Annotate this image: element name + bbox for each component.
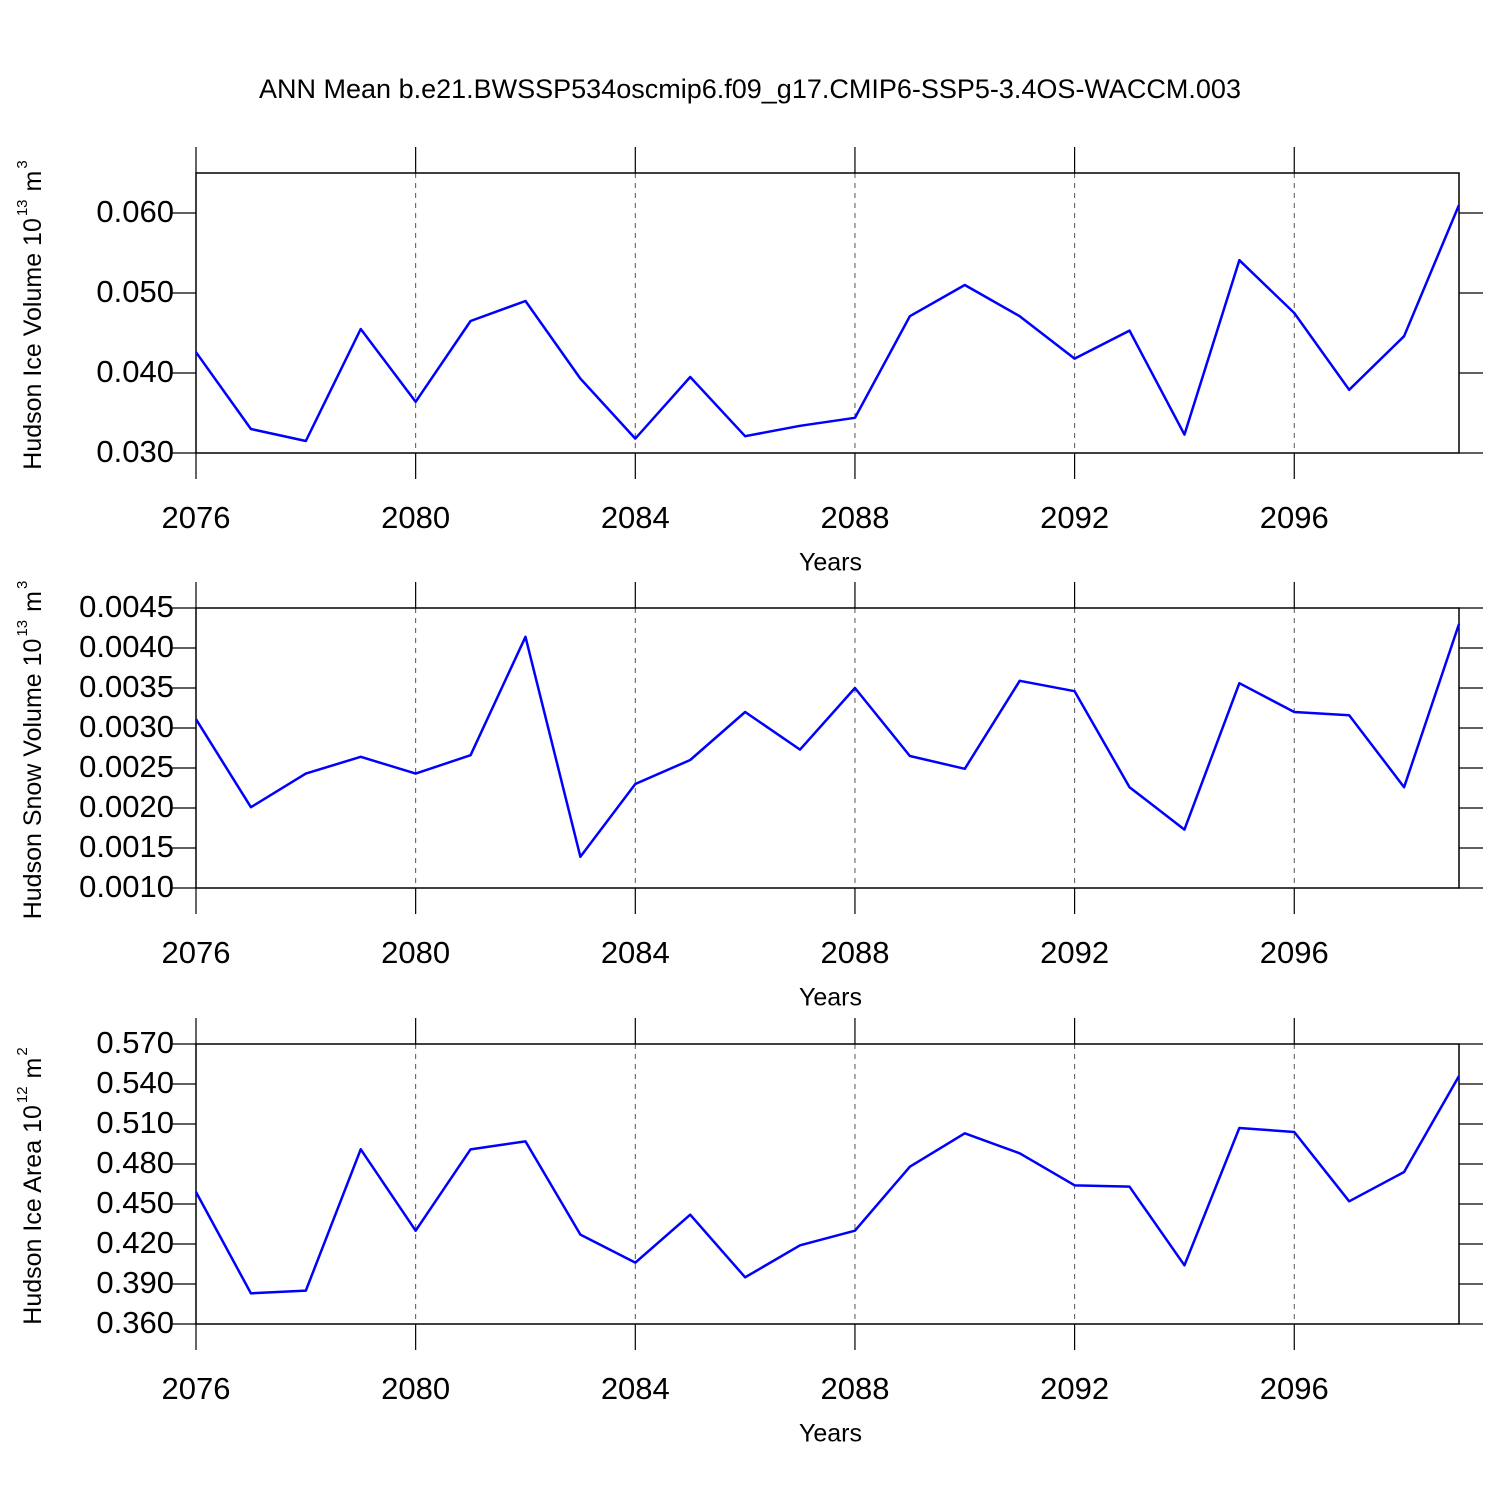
x-tick-label: 2088 [820, 1371, 889, 1406]
x-tick-label: 2092 [1040, 935, 1109, 970]
x-tick-label: 2084 [601, 500, 670, 535]
y-axis-label: Hudson Snow Volume 10 13 m 3 [14, 581, 47, 920]
y-label-part: Hudson Snow Volume 10 [19, 639, 47, 920]
y-tick-label: 0.510 [96, 1105, 174, 1140]
x-tick-label: 2084 [601, 935, 670, 970]
y-label-part: Hudson Ice Area 10 [19, 1105, 47, 1325]
y-tick-label: 0.060 [96, 194, 174, 229]
y-tick-label: 0.570 [96, 1025, 174, 1060]
x-tick-label: 2096 [1260, 935, 1329, 970]
x-tick-label: 2088 [820, 935, 889, 970]
x-tick-label: 2076 [162, 1371, 231, 1406]
y-tick-label: 0.450 [96, 1185, 174, 1220]
y-tick-label: 0.0040 [79, 629, 174, 664]
y-label-part: Hudson Ice Volume 10 [19, 218, 47, 470]
x-tick-label: 2096 [1260, 1371, 1329, 1406]
x-tick-label: 2092 [1040, 500, 1109, 535]
plot-frame [195, 1043, 1460, 1325]
y-tick-label: 0.0045 [79, 589, 174, 624]
x-tick-label: 2096 [1260, 500, 1329, 535]
y-label-exponent: 3 [14, 160, 31, 168]
y-label-exponent: 12 [14, 1086, 31, 1103]
x-axis-label: Years [799, 549, 862, 577]
y-tick-label: 0.040 [96, 354, 174, 389]
data-line [194, 1075, 1461, 1295]
x-tick-label: 2084 [601, 1371, 670, 1406]
y-tick-label: 0.050 [96, 274, 174, 309]
y-tick-label: 0.030 [96, 434, 174, 469]
x-tick-label: 2076 [162, 935, 231, 970]
y-tick-label: 0.0015 [79, 829, 174, 864]
y-tick-label: 0.0010 [79, 869, 174, 904]
y-tick-label: 0.480 [96, 1145, 174, 1180]
y-tick-label: 0.540 [96, 1065, 174, 1100]
x-tick-label: 2080 [381, 935, 450, 970]
x-axis-label: Years [799, 984, 862, 1012]
x-axis-label: Years [799, 1420, 862, 1448]
y-axis-label: Hudson Ice Volume 10 13 m 3 [14, 160, 47, 469]
data-line [194, 204, 1461, 443]
y-label-part: m [19, 171, 47, 192]
data-line [194, 623, 1461, 859]
y-tick-label: 0.420 [96, 1225, 174, 1260]
y-label-exponent: 13 [14, 620, 31, 637]
y-label-exponent: 13 [14, 199, 31, 216]
y-label-exponent: 3 [14, 581, 31, 589]
x-tick-label: 2080 [381, 1371, 450, 1406]
y-tick-label: 0.390 [96, 1265, 174, 1300]
x-tick-label: 2088 [820, 500, 889, 535]
y-tick-label: 0.360 [96, 1305, 174, 1340]
y-tick-label: 0.0035 [79, 669, 174, 704]
y-tick-label: 0.0025 [79, 749, 174, 784]
y-axis-label: Hudson Ice Area 10 12 m 2 [14, 1047, 47, 1324]
figure-title: ANN Mean b.e21.BWSSP534oscmip6.f09_g17.C… [259, 74, 1241, 104]
y-label-exponent: 2 [14, 1047, 31, 1055]
y-tick-label: 0.0030 [79, 709, 174, 744]
x-tick-label: 2076 [162, 500, 231, 535]
y-tick-label: 0.0020 [79, 789, 174, 824]
plot-frame [195, 172, 1460, 454]
x-tick-label: 2092 [1040, 1371, 1109, 1406]
x-tick-label: 2080 [381, 500, 450, 535]
y-label-part: m [19, 1058, 47, 1079]
plot-frame [195, 607, 1460, 889]
y-label-part: m [19, 591, 47, 612]
